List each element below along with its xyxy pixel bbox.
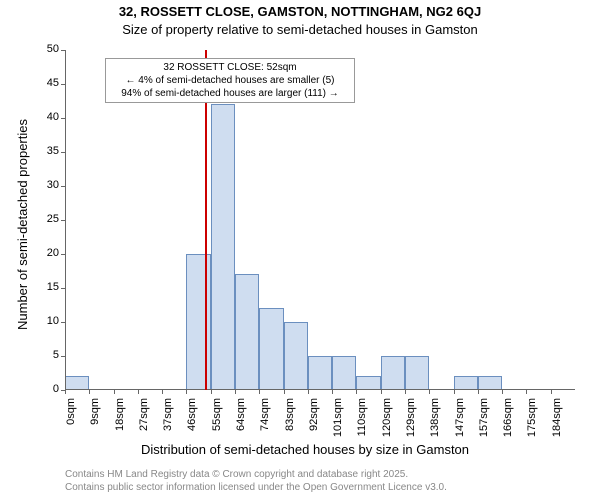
x-tick bbox=[235, 390, 236, 394]
x-tick-label: 83sqm bbox=[284, 398, 296, 448]
footer-line-2: Contains public sector information licen… bbox=[65, 481, 447, 494]
x-tick-label: 92sqm bbox=[308, 398, 320, 448]
x-axis-line bbox=[65, 389, 575, 390]
x-tick-label: 166sqm bbox=[502, 398, 514, 448]
annotation-line-3: 94% of semi-detached houses are larger (… bbox=[110, 87, 350, 100]
x-tick bbox=[308, 390, 309, 394]
footer-credits: Contains HM Land Registry data © Crown c… bbox=[65, 468, 447, 494]
histogram-bar bbox=[478, 376, 502, 390]
histogram-bar bbox=[454, 376, 478, 390]
x-tick-label: 110sqm bbox=[356, 398, 368, 448]
x-tick-label: 157sqm bbox=[478, 398, 490, 448]
annotation-box: 32 ROSSETT CLOSE: 52sqm← 4% of semi-deta… bbox=[105, 58, 355, 103]
x-tick-label: 101sqm bbox=[332, 398, 344, 448]
plot-area: 051015202530354045500sqm9sqm18sqm27sqm37… bbox=[65, 50, 575, 390]
x-tick-label: 55sqm bbox=[211, 398, 223, 448]
y-tick-label: 35 bbox=[29, 145, 59, 157]
x-tick-label: 46sqm bbox=[186, 398, 198, 448]
x-tick bbox=[454, 390, 455, 394]
x-tick bbox=[551, 390, 552, 394]
histogram-bar bbox=[405, 356, 429, 390]
histogram-bar bbox=[332, 356, 356, 390]
x-tick bbox=[65, 390, 66, 394]
chart-title-primary: 32, ROSSETT CLOSE, GAMSTON, NOTTINGHAM, … bbox=[0, 4, 600, 20]
footer-line-1: Contains HM Land Registry data © Crown c… bbox=[65, 468, 447, 481]
x-tick-label: 138sqm bbox=[429, 398, 441, 448]
x-axis-label: Distribution of semi-detached houses by … bbox=[30, 442, 580, 457]
y-tick-label: 20 bbox=[29, 247, 59, 259]
x-tick-label: 18sqm bbox=[114, 398, 126, 448]
x-tick bbox=[89, 390, 90, 394]
histogram-bar bbox=[65, 376, 89, 390]
x-tick-label: 120sqm bbox=[381, 398, 393, 448]
x-tick bbox=[478, 390, 479, 394]
x-tick-label: 184sqm bbox=[551, 398, 563, 448]
x-tick bbox=[502, 390, 503, 394]
x-tick bbox=[211, 390, 212, 394]
x-tick-label: 9sqm bbox=[89, 398, 101, 448]
histogram-bar bbox=[381, 356, 405, 390]
histogram-bar bbox=[235, 274, 259, 390]
x-tick bbox=[356, 390, 357, 394]
x-tick-label: 175sqm bbox=[526, 398, 538, 448]
x-tick bbox=[186, 390, 187, 394]
histogram-bar bbox=[356, 376, 380, 390]
y-tick-label: 45 bbox=[29, 77, 59, 89]
y-tick-label: 10 bbox=[29, 315, 59, 327]
x-tick bbox=[526, 390, 527, 394]
x-tick-label: 37sqm bbox=[162, 398, 174, 448]
histogram-bar bbox=[186, 254, 210, 390]
x-tick bbox=[332, 390, 333, 394]
x-tick bbox=[284, 390, 285, 394]
annotation-line-1: 32 ROSSETT CLOSE: 52sqm bbox=[110, 61, 350, 74]
y-tick-label: 40 bbox=[29, 111, 59, 123]
y-tick-label: 5 bbox=[29, 349, 59, 361]
x-tick bbox=[381, 390, 382, 394]
y-axis-line bbox=[65, 50, 66, 390]
chart-title-secondary: Size of property relative to semi-detach… bbox=[0, 22, 600, 38]
y-tick-label: 25 bbox=[29, 213, 59, 225]
x-tick-label: 74sqm bbox=[259, 398, 271, 448]
x-tick-label: 0sqm bbox=[65, 398, 77, 448]
x-tick-label: 27sqm bbox=[138, 398, 150, 448]
histogram-bar bbox=[259, 308, 283, 390]
x-tick bbox=[138, 390, 139, 394]
y-tick-label: 0 bbox=[29, 383, 59, 395]
y-tick-label: 30 bbox=[29, 179, 59, 191]
x-tick bbox=[259, 390, 260, 394]
histogram-bar bbox=[211, 104, 235, 390]
x-tick-label: 64sqm bbox=[235, 398, 247, 448]
histogram-bar bbox=[308, 356, 332, 390]
y-axis-label: Number of semi-detached properties bbox=[15, 119, 30, 330]
y-tick-label: 15 bbox=[29, 281, 59, 293]
x-tick bbox=[162, 390, 163, 394]
x-tick bbox=[405, 390, 406, 394]
y-tick-label: 50 bbox=[29, 43, 59, 55]
x-tick-label: 147sqm bbox=[454, 398, 466, 448]
x-tick bbox=[429, 390, 430, 394]
histogram-bar bbox=[284, 322, 308, 390]
x-tick-label: 129sqm bbox=[405, 398, 417, 448]
annotation-line-2: ← 4% of semi-detached houses are smaller… bbox=[110, 74, 350, 87]
x-tick bbox=[114, 390, 115, 394]
